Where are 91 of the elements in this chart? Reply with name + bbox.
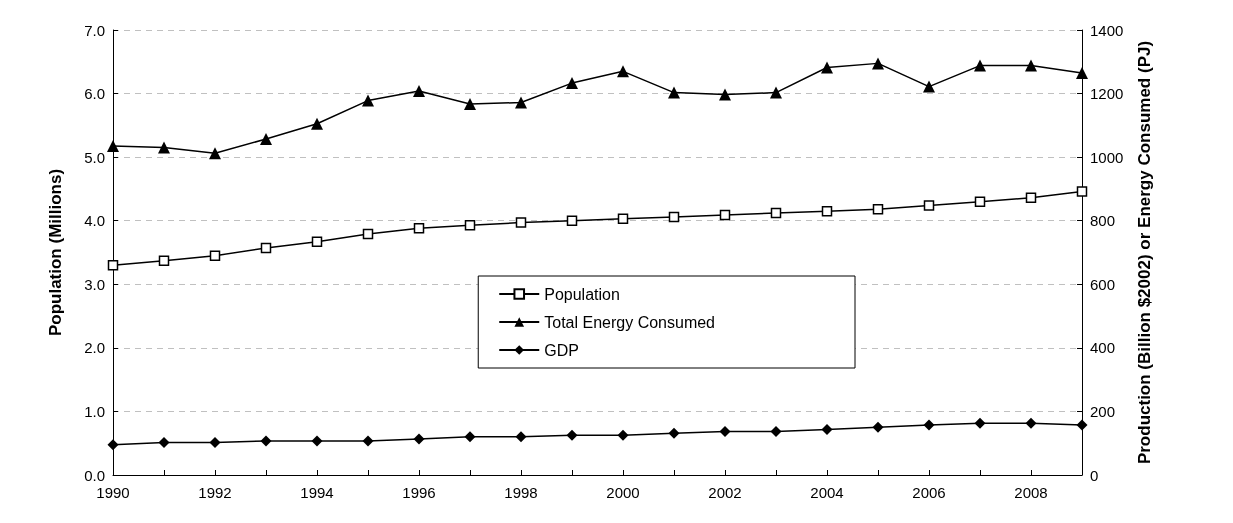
y2-tick-label: 400 bbox=[1090, 339, 1116, 357]
y2-tick-label: 1200 bbox=[1090, 85, 1124, 103]
point bbox=[668, 86, 680, 99]
point bbox=[464, 219, 476, 231]
point bbox=[719, 209, 731, 221]
point bbox=[1025, 417, 1037, 429]
point bbox=[872, 57, 884, 70]
x-tick-label: 1992 bbox=[198, 484, 232, 501]
point bbox=[923, 200, 935, 211]
point bbox=[872, 204, 884, 215]
y-tick-label: 6.0 bbox=[84, 85, 105, 103]
x-tick-label: 1990 bbox=[96, 484, 130, 501]
y-tick-label: 1.0 bbox=[84, 402, 105, 420]
point bbox=[821, 205, 833, 217]
point bbox=[821, 424, 833, 436]
point bbox=[413, 223, 425, 234]
point bbox=[974, 59, 986, 72]
point bbox=[362, 228, 374, 240]
point bbox=[872, 421, 884, 433]
point bbox=[974, 196, 986, 207]
point bbox=[566, 77, 578, 90]
point bbox=[107, 140, 119, 153]
point bbox=[770, 86, 782, 99]
point bbox=[158, 141, 170, 154]
x-tick-label: 2002 bbox=[708, 484, 742, 501]
point bbox=[362, 435, 374, 447]
point bbox=[515, 96, 527, 109]
point bbox=[1076, 66, 1088, 79]
y2-tick-label: 800 bbox=[1090, 212, 1116, 230]
y2-tick-label: 600 bbox=[1090, 275, 1116, 293]
point bbox=[413, 85, 425, 98]
y2-tick-label: 200 bbox=[1090, 402, 1116, 420]
point bbox=[464, 431, 476, 443]
legend-label: Population bbox=[544, 285, 620, 303]
point bbox=[107, 439, 119, 451]
point bbox=[923, 80, 935, 93]
x-tick-label: 1994 bbox=[300, 484, 334, 501]
x-tick-label: 2008 bbox=[1014, 484, 1048, 501]
point bbox=[1025, 59, 1037, 72]
point bbox=[821, 61, 833, 74]
point bbox=[770, 207, 782, 219]
point bbox=[311, 236, 323, 247]
x-tick-label: 1998 bbox=[504, 484, 538, 501]
point bbox=[1025, 192, 1037, 204]
point bbox=[1076, 419, 1088, 431]
point bbox=[974, 417, 986, 429]
point bbox=[770, 425, 782, 437]
point bbox=[362, 94, 374, 107]
point bbox=[464, 98, 476, 111]
point bbox=[1076, 186, 1088, 197]
point bbox=[719, 88, 731, 101]
x-tick-label: 1996 bbox=[402, 484, 436, 501]
point bbox=[107, 259, 119, 271]
point bbox=[209, 437, 221, 449]
point bbox=[260, 435, 272, 447]
y-tick-label: 2.0 bbox=[84, 339, 105, 357]
point bbox=[923, 419, 935, 431]
point bbox=[719, 425, 731, 437]
point bbox=[668, 211, 680, 223]
point bbox=[515, 217, 527, 228]
y2-tick-label: 0 bbox=[1090, 466, 1099, 484]
x-tick-label: 2004 bbox=[810, 484, 844, 501]
point bbox=[617, 65, 629, 78]
point bbox=[209, 147, 221, 160]
legend-label: Total Energy Consumed bbox=[544, 313, 716, 331]
y-tick-label: 4.0 bbox=[84, 212, 105, 230]
point bbox=[413, 433, 425, 445]
y2-tick-label: 1400 bbox=[1090, 21, 1124, 39]
point bbox=[617, 213, 629, 225]
x-tick-label: 2006 bbox=[912, 484, 946, 501]
point bbox=[209, 250, 221, 261]
y-tick-label: 3.0 bbox=[84, 275, 105, 293]
point bbox=[158, 437, 170, 449]
point bbox=[617, 429, 629, 441]
point bbox=[311, 117, 323, 130]
y-axis-title: Population (Millions) bbox=[45, 168, 65, 337]
x-tick-label: 2000 bbox=[606, 484, 640, 501]
y-tick-label: 5.0 bbox=[84, 148, 105, 166]
y2-axis-title: Production (Billion $2002) or Energy Consumed (PJ) bbox=[1134, 40, 1154, 465]
y-tick-label: 7.0 bbox=[84, 21, 105, 39]
y2-tick-label: 1000 bbox=[1090, 148, 1124, 166]
point bbox=[515, 431, 527, 443]
point bbox=[311, 435, 323, 447]
point bbox=[260, 242, 272, 254]
y-tick-label: 0.0 bbox=[84, 466, 105, 484]
point bbox=[668, 427, 680, 439]
point bbox=[566, 215, 578, 226]
legend-label: GDP bbox=[544, 341, 579, 359]
point bbox=[260, 133, 272, 146]
point bbox=[566, 429, 578, 441]
point bbox=[158, 255, 170, 267]
